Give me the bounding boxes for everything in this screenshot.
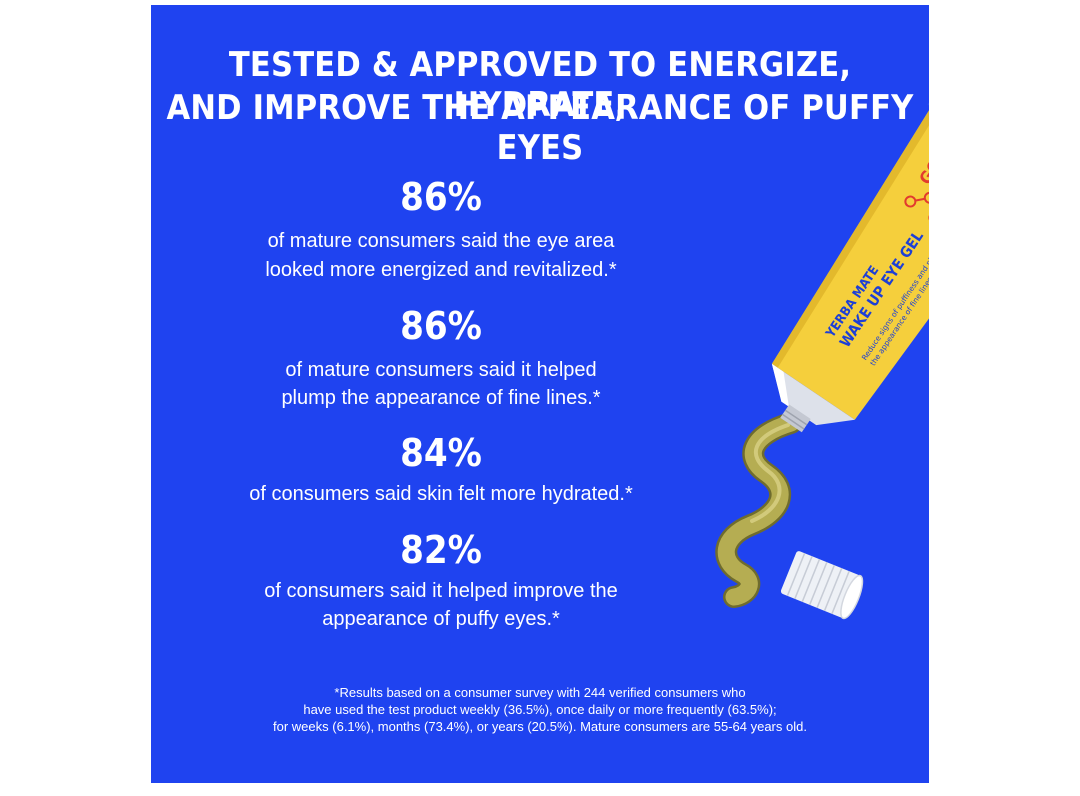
stat-4-text-line-2: appearance of puffy eyes.* <box>322 608 560 630</box>
stat-2-text-line-1: of mature consumers said it helped <box>285 359 597 381</box>
headline-line-2: AND IMPROVE THE APPEARANCE OF PUFFY EYES <box>166 88 914 168</box>
gel-squiggle <box>715 412 802 608</box>
tube-cap <box>780 551 864 620</box>
stat-4-text-line-1: of consumers said it helped improve the <box>264 580 618 602</box>
headline-line-1: TESTED & APPROVED TO ENERGIZE, HYDRATE, <box>228 45 852 125</box>
stat-1-text-line-2: looked more energized and revitalized.* <box>265 259 617 281</box>
infographic-panel: TESTED & APPROVED TO ENERGIZE, HYDRATE, … <box>151 5 929 783</box>
eye-gel-tube: YERBA MATE WAKE UP EYE GEL Reduce signs … <box>771 71 929 433</box>
stat-1-value: 86% <box>400 175 482 219</box>
stat-2-text-line-2: plump the appearance of fine lines.* <box>281 387 601 409</box>
molecule-icon <box>904 191 929 224</box>
footnote-line-2: have used the test product weekly (36.5%… <box>303 702 777 717</box>
stat-2-value: 86% <box>400 304 482 348</box>
stat-3-text-line-1: of consumers said skin felt more hydrate… <box>249 483 633 505</box>
stat-3-value: 84% <box>400 431 482 475</box>
survey-footnote: *Results based on a consumer survey with… <box>211 684 869 735</box>
footnote-line-1: *Results based on a consumer survey with… <box>334 685 746 700</box>
product-illustration: YERBA MATE WAKE UP EYE GEL Reduce signs … <box>715 71 929 620</box>
stat-1-text-line-1: of mature consumers said the eye area <box>267 230 615 252</box>
stat-4-value: 82% <box>400 528 482 572</box>
footnote-line-3: for weeks (6.1%), months (73.4%), or yea… <box>273 719 807 734</box>
